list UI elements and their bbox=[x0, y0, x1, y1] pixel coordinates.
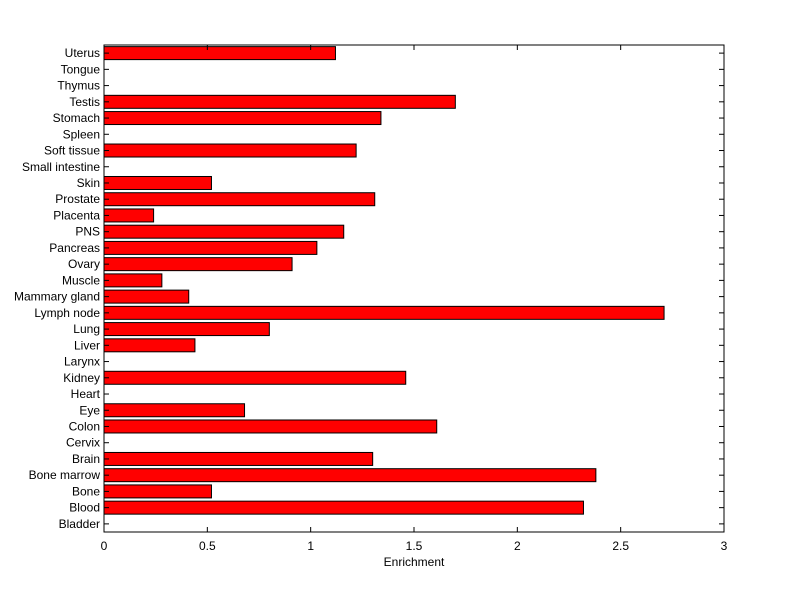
y-tick-label: PNS bbox=[75, 225, 100, 239]
y-tick-label: Lung bbox=[73, 322, 100, 336]
bar-lung bbox=[103, 322, 270, 337]
bar-pns bbox=[103, 224, 345, 239]
y-tick-label: Pancreas bbox=[49, 241, 100, 255]
y-tick-label: Eye bbox=[79, 403, 100, 417]
y-tick-label: Larynx bbox=[64, 355, 100, 369]
bar-colon bbox=[103, 419, 438, 434]
bar-pancreas bbox=[103, 240, 318, 255]
x-tick-label: 2 bbox=[514, 539, 521, 553]
y-axis-ticks: Bladder Blood Bone Bone marrow Brain Cervix Co… bbox=[14, 46, 724, 531]
bar-brain bbox=[103, 451, 374, 466]
y-tick-label: Tongue bbox=[61, 62, 101, 76]
bar-mammary-gland bbox=[103, 289, 190, 304]
y-tick-label: Kidney bbox=[63, 371, 100, 385]
bar-bone bbox=[103, 484, 212, 499]
y-tick-label: Placenta bbox=[53, 208, 100, 222]
y-tick-label: Cervix bbox=[66, 436, 100, 450]
y-tick-label: Soft tissue bbox=[44, 144, 100, 158]
y-tick-label: Heart bbox=[71, 387, 101, 401]
bar-placenta bbox=[103, 208, 155, 223]
x-tick-label: 1.5 bbox=[406, 539, 423, 553]
bar-muscle bbox=[103, 273, 163, 288]
y-tick-label: Muscle bbox=[62, 273, 100, 287]
bar-prostate bbox=[103, 192, 376, 207]
bar-ovary bbox=[103, 257, 293, 272]
bar-bone-marrow bbox=[103, 468, 597, 483]
y-tick-label: Uterus bbox=[65, 46, 100, 60]
bar-stomach bbox=[103, 111, 382, 126]
x-tick-label: 2.5 bbox=[612, 539, 629, 553]
y-tick-label: Blood bbox=[69, 501, 100, 515]
y-tick-label: Stomach bbox=[53, 111, 100, 125]
x-tick-label: 1 bbox=[307, 539, 314, 553]
y-tick-label: Thymus bbox=[57, 79, 100, 93]
bar-lymph-node bbox=[103, 305, 665, 320]
y-tick-label: Colon bbox=[69, 419, 100, 433]
y-tick-label: Spleen bbox=[63, 127, 100, 141]
y-tick-label: Prostate bbox=[55, 192, 100, 206]
bar-soft-tissue bbox=[103, 143, 357, 158]
bar-uterus bbox=[103, 46, 336, 61]
y-tick-label: Bladder bbox=[59, 517, 100, 531]
y-tick-label: Mammary gland bbox=[14, 290, 100, 304]
y-tick-label: Lymph node bbox=[34, 306, 100, 320]
y-tick-label: Brain bbox=[72, 452, 100, 466]
x-axis-label: Enrichment bbox=[384, 555, 445, 569]
x-tick-label: 0.5 bbox=[199, 539, 216, 553]
bar-kidney bbox=[103, 370, 407, 385]
x-tick-label: 0 bbox=[101, 539, 108, 553]
bar-liver bbox=[103, 338, 196, 353]
bar-testis bbox=[103, 94, 456, 109]
y-tick-label: Bone marrow bbox=[29, 468, 101, 482]
y-tick-label: Small intestine bbox=[22, 160, 100, 174]
y-tick-label: Skin bbox=[77, 176, 100, 190]
bar-eye bbox=[103, 403, 246, 418]
y-tick-label: Bone bbox=[72, 484, 100, 498]
y-tick-label: Liver bbox=[74, 338, 100, 352]
bar-blood bbox=[103, 500, 584, 515]
bar-skin bbox=[103, 175, 212, 190]
x-tick-label: 3 bbox=[721, 539, 728, 553]
x-axis-ticks: 0 0.5 1 1.5 2 2.5 3 bbox=[101, 45, 728, 553]
bars-group bbox=[103, 46, 665, 515]
y-tick-label: Ovary bbox=[68, 257, 100, 271]
y-tick-label: Testis bbox=[69, 95, 100, 109]
